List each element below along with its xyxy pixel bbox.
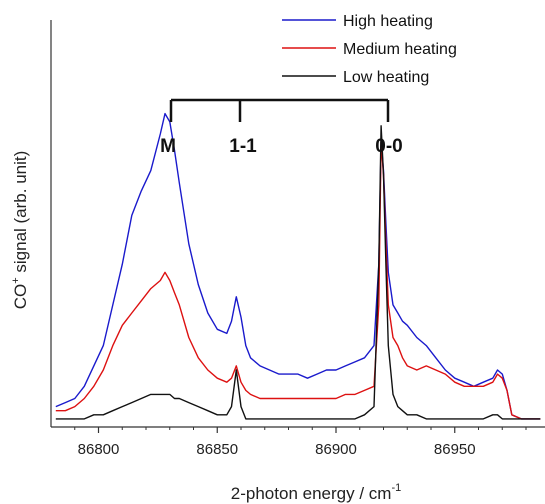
- y-axis-label: CO+ signal (arb. unit): [10, 151, 30, 310]
- annotation-1-1: 1-1: [229, 136, 257, 157]
- x-tick-label: 86800: [78, 441, 120, 458]
- legend: High heating Medium heating Low heating: [282, 13, 457, 86]
- legend-label-low: Low heating: [343, 69, 429, 86]
- x-tick-layer: 86800 86850 86900 86950: [74, 427, 527, 458]
- x-tick-label: 86850: [196, 441, 238, 458]
- x-tick-label: 86950: [434, 441, 476, 458]
- legend-label-medium: Medium heating: [343, 41, 457, 58]
- assignment-bracket: [169, 98, 390, 122]
- series-line-medium: [55, 141, 541, 420]
- x-axis-label: 2-photon energy / cm-1: [231, 482, 401, 503]
- legend-entry-high: High heating: [282, 13, 433, 30]
- annotation-m: M: [160, 136, 176, 157]
- series-line-high: [55, 112, 541, 420]
- legend-label-high: High heating: [343, 13, 433, 30]
- legend-entry-medium: Medium heating: [282, 41, 457, 58]
- series-layer: [55, 112, 541, 420]
- legend-entry-low: Low heating: [282, 69, 429, 86]
- annotation-0-0: 0-0: [375, 136, 402, 157]
- x-tick-label: 86900: [315, 441, 357, 458]
- series-line-low: [55, 125, 541, 420]
